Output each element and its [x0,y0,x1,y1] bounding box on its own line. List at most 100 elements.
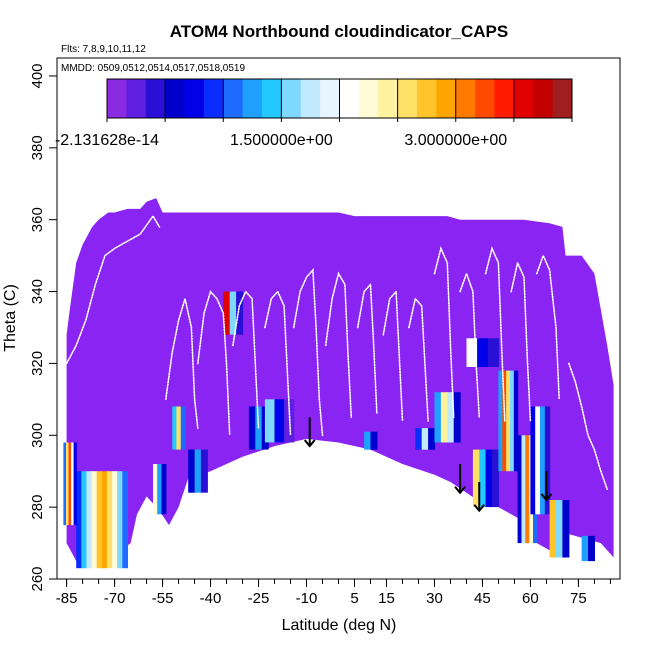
x-tick-label: -85 [56,590,78,607]
colorbar-swatch [300,79,321,118]
colorbar-swatch [455,79,476,118]
dates-label: MMDD: 0509,0512,0514,0517,0518,0519 [61,63,245,74]
x-axis: -85 -70 -55 -40 -25 -10 5 15 30 45 60 75 [56,579,611,607]
cloud-cell [562,500,570,558]
cloud-cell [498,370,503,472]
cloud-patch-5 [223,291,244,335]
x-axis-label: Latitude (deg N) [282,617,397,634]
cloud-cell [453,392,461,443]
x-tick-label: 60 [522,590,539,607]
cloud-cell [122,471,128,569]
y-tick-label: 260 [29,566,46,591]
colorbar-swatch [494,79,515,118]
cloud-patch-2 [153,464,167,515]
cloud-cell [434,392,442,443]
cloud-cell [479,449,487,508]
cloud-cell [549,500,557,558]
x-tick-label: 45 [474,590,491,607]
cloud-cell [487,338,500,367]
arrow-0 [303,417,316,448]
cloud-cell [535,406,541,515]
cloud-cell [180,406,186,450]
cloud-cell [466,338,478,367]
cloud-cell [200,449,208,493]
cloud-cell [91,471,98,569]
cloud-patch-0 [76,471,128,569]
colorbar-swatch [378,79,399,118]
cloud-cell [68,442,72,526]
colorbar-swatch [281,79,302,118]
arrow-head [473,504,486,513]
tropopause-trace-0 [65,214,161,365]
chart-title: ATOM4 Northbound cloudindicator_CAPS [170,22,508,41]
cloud-cell [472,449,480,508]
colorbar: -2.131628e-14 1.500000e+00 3.000000e+00 [55,78,573,149]
x-tick-label: -70 [104,590,126,607]
colorbar-swatch [358,79,379,118]
tropopause-trace-9 [408,296,429,422]
cloud-cell [588,535,595,562]
cloud-patch-9 [415,428,436,450]
x-tick-label: 15 [378,590,395,607]
cloud-cell [194,449,202,493]
tropopause-trace-4 [264,290,292,437]
colorbar-tick-label: 3.000000e+00 [404,132,507,149]
y-tick-label: 380 [29,135,46,160]
y-tick-label: 280 [29,495,46,520]
cloud-cell [112,471,118,569]
tropopause-trace-layer [65,214,609,491]
colorbar-swatch [126,79,147,118]
colorbar-swatch [242,79,263,118]
cloud-cell [513,370,519,472]
cloud-patch-8 [364,431,378,450]
y-tick-label: 400 [29,63,46,88]
colorbar-swatch [145,79,166,118]
cloud-cell [117,471,123,569]
flights-label: Flts: 7,8,9,10,11,12 [61,44,146,55]
cloud-cell [506,370,511,472]
colorbar-swatch [223,79,244,118]
tropopause-trace-13 [510,260,532,422]
cloud-cell [248,406,256,450]
tropopause-trace-6 [324,271,353,419]
tropopause-trace-2 [197,290,231,437]
arrow-1 [454,464,466,495]
arrow-2 [473,481,486,513]
tropopause-trace-11 [459,271,481,419]
cloud-patch-10 [434,392,461,443]
y-tick-label: 300 [29,423,46,448]
cloud-cell [81,471,87,569]
cloud-cell [71,442,75,526]
cloud-cell [223,291,231,335]
cloud-patch-16 [549,500,570,558]
cloud-cell [157,464,163,515]
cloud-patch-13 [498,370,519,472]
cloud-patch-layer [63,291,595,569]
x-tick-label: -55 [152,590,174,607]
x-tick-label: 30 [426,590,443,607]
arrow-3 [540,471,553,502]
cloud-cell [106,471,113,569]
cloud-cell [96,471,103,569]
y-tick-label: 320 [29,351,46,376]
cloud-cell [415,428,423,450]
cloud-patch-3 [172,406,186,450]
colorbar-swatch [184,79,205,118]
colorbar-swatch [436,79,457,118]
colorbar-tick-label: 1.500000e+00 [230,132,333,149]
cloud-patch-1 [63,442,77,526]
colorbar-swatch [417,79,437,118]
colorbar-swatch [339,79,360,118]
y-axis: 260 280 300 320 340 360 380 400 [29,63,57,592]
tropopause-trace-15 [567,362,609,491]
cloud-cell [447,392,455,443]
cloud-cell [161,464,167,515]
cloud-cell [176,406,182,450]
cloud-cell [428,428,436,450]
cloud-cell [63,442,67,526]
colorbar-swatch [320,79,341,118]
arrow-head [454,486,466,495]
cloud-patch-7 [264,399,295,443]
cloud-cell [544,406,551,515]
colorbar-swatch [533,79,554,118]
